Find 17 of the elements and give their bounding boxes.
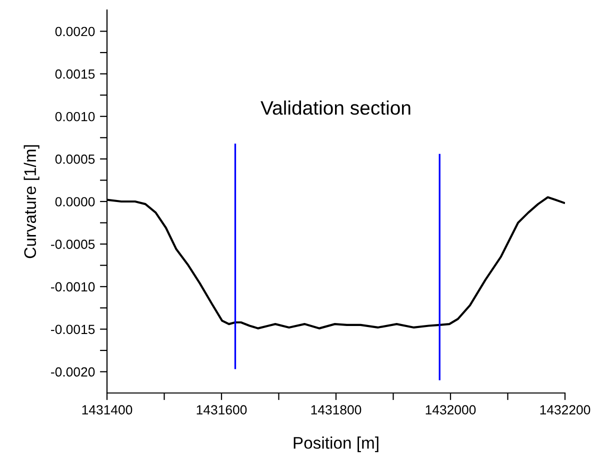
y-tick-label: 0.0005: [55, 154, 95, 164]
y-tick-label: 0.0015: [55, 69, 95, 79]
y-tick-label: 0.0020: [55, 26, 95, 36]
x-tick-label: 1432000: [426, 405, 476, 414]
x-axis-title: Position [m]: [294, 436, 378, 452]
y-tick-label: 0.0010: [55, 112, 95, 122]
x-tick-label: 1432200: [540, 405, 590, 414]
y-axis-title: Curvature [1/m]: [24, 145, 40, 258]
x-tick-label: 1431600: [196, 405, 247, 414]
x-tick-label: 1431800: [311, 405, 362, 414]
y-tick-label: 0.0000: [55, 197, 95, 206]
x-tick-label: 1431400: [82, 405, 132, 414]
y-tick-label: -0.0010: [51, 282, 95, 292]
y-tick-label: -0.0015: [51, 324, 95, 334]
y-tick-label: -0.0020: [51, 367, 95, 377]
y-tick-label: -0.0005: [51, 240, 95, 249]
annotation: Validation section: [260, 100, 410, 115]
